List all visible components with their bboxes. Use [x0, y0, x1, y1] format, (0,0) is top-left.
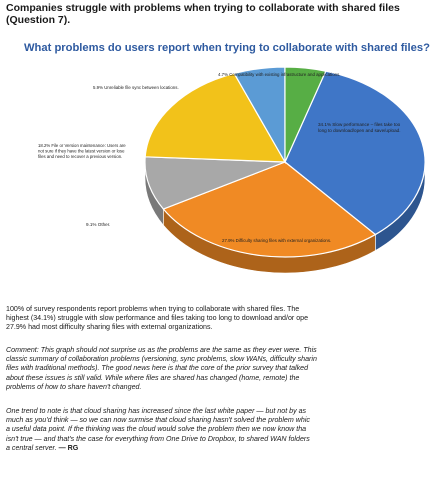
slice-label-line: 5.9% Unreliable file sync between locati…: [93, 85, 179, 90]
article-heading: Companies struggle with problems when tr…: [6, 2, 438, 26]
pie-slices: [144, 66, 426, 258]
slice-label-line: 9.1% Other.: [86, 222, 110, 227]
heading-line-1: Companies struggle with problems when tr…: [6, 2, 400, 14]
pie-slice: [144, 72, 287, 163]
comment-line: files with traditional methods). The goo…: [6, 364, 309, 373]
slice-label-line: 34.1% Slow performance – files take too: [318, 122, 401, 127]
slice-label-line: long to download/open and save/upload.: [318, 128, 401, 133]
signature: — RG: [58, 443, 79, 452]
summary-line: highest (34.1%) struggle with slow perfo…: [6, 314, 309, 323]
pie-slice: [162, 161, 377, 258]
slice-label: 4.7% Compatibility with existing infrast…: [218, 72, 341, 77]
slice-label-line: 27.9% Difficulty sharing files with exte…: [222, 238, 331, 243]
summary-line: 27.9% had most difficulty sharing files …: [6, 323, 213, 332]
trend-line: much as you'd think — so we can now surm…: [6, 416, 310, 425]
slice-label: 34.1% Slow performance – files take too l…: [318, 122, 401, 133]
pie-labels: 34.1% Slow performance – files take too l…: [38, 72, 401, 243]
trend-line-last: a central server. — RG: [6, 444, 442, 453]
trend-line-text: a central server.: [6, 443, 57, 452]
chart-title: What problems do users report when tryin…: [24, 42, 430, 54]
heading-line-2: (Question 7).: [6, 14, 71, 26]
slice-label: 27.9% Difficulty sharing files with exte…: [222, 238, 331, 243]
pie-slice: [284, 70, 426, 236]
paragraph-trend: One trend to note is that cloud sharing …: [6, 407, 442, 453]
trend-line: a useful data point. If the thinking was…: [6, 425, 307, 434]
summary-line: 100% of survey respondents report proble…: [6, 305, 300, 313]
slice-label-line: files and need to recover a previous ver…: [38, 154, 122, 159]
pie-slice: [144, 156, 286, 210]
trend-line: isn't true — and that's the case for eve…: [6, 434, 310, 443]
comment-line: classic summary of collaboration problem…: [6, 355, 317, 364]
slice-label: 18.2% File or Version maintenance: Users…: [38, 143, 126, 159]
slice-label: 5.9% Unreliable file sync between locati…: [93, 85, 179, 90]
trend-line: One trend to note is that cloud sharing …: [6, 407, 307, 415]
paragraph-comment: Comment: This graph should not surprise …: [6, 346, 442, 392]
comment-line: problems of how to share haven't changed…: [6, 382, 142, 391]
slice-label-line: not sure if they have the latest version…: [38, 149, 125, 154]
slice-label-line: 4.7% Compatibility with existing infrast…: [218, 72, 341, 77]
slice-label: 9.1% Other.: [86, 222, 110, 227]
comment-line: Comment: This graph should not surprise …: [6, 346, 317, 354]
pie-slice: [284, 66, 327, 163]
paragraph-summary: 100% of survey respondents report proble…: [6, 305, 442, 333]
comment-line: about these issues is still valid. While…: [6, 373, 300, 382]
pie-chart: 34.1% Slow performance – files take too l…: [38, 66, 426, 274]
slice-label-line: 18.2% File or Version maintenance: Users…: [38, 143, 126, 148]
